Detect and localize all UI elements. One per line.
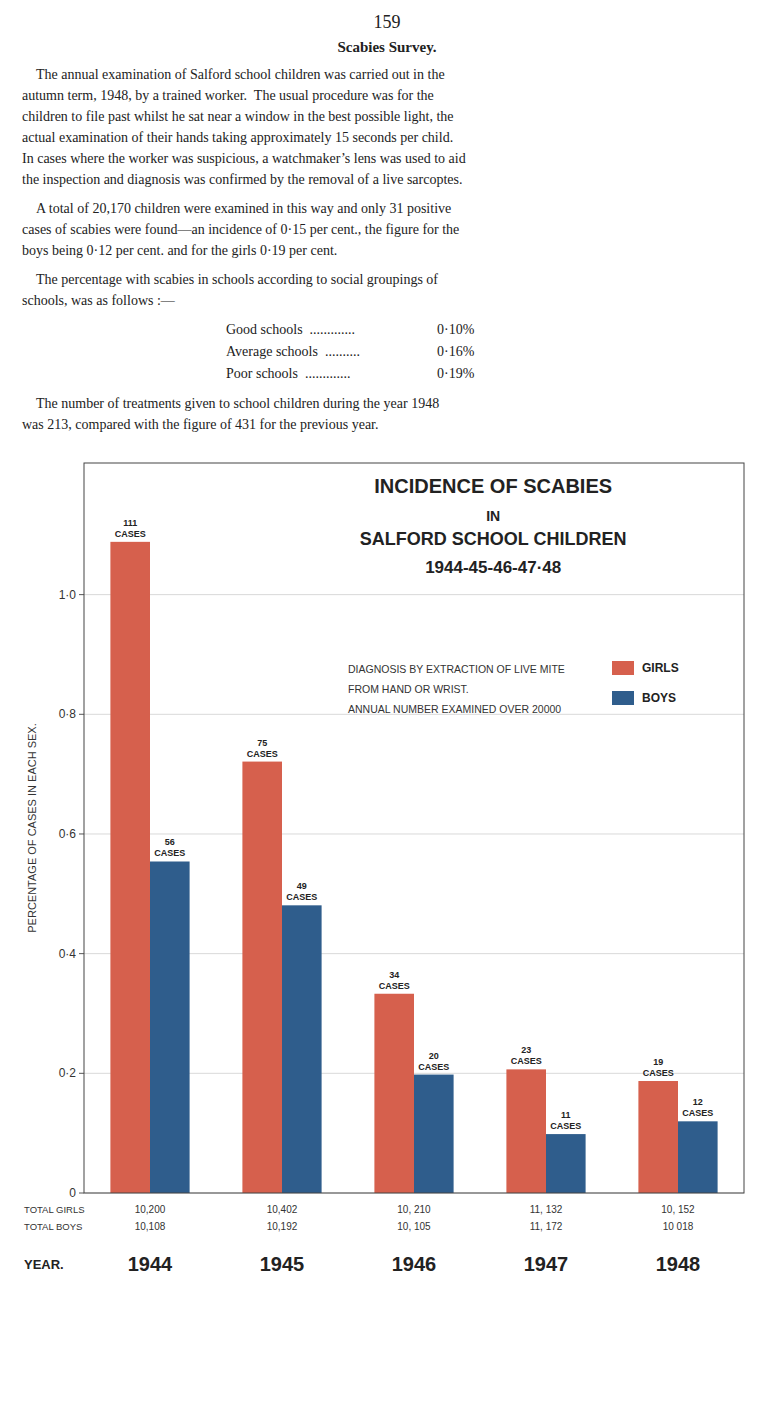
bar <box>242 762 282 1193</box>
chart-title: INCIDENCE OF SCABIESINSALFORD SCHOOL CHI… <box>360 475 627 577</box>
school-cell: 0·10% <box>437 319 474 341</box>
legend-label: GIRLS <box>642 661 679 675</box>
y-tick-label: 0 <box>69 1186 76 1200</box>
school-table: Good schools .............0·10%Average s… <box>22 319 752 385</box>
y-tick <box>79 1193 84 1194</box>
y-tick-label: 0·8 <box>59 707 77 721</box>
y-tick <box>79 953 84 954</box>
y-tick-label: 0·6 <box>59 827 77 841</box>
bar <box>414 1075 454 1193</box>
paragraph: The number of treatments given to school… <box>22 393 752 435</box>
y-tick-label: 0·2 <box>59 1066 77 1080</box>
legend-label: BOYS <box>642 691 676 705</box>
bar <box>150 861 190 1193</box>
school-cell: Average schools .......... <box>226 341 360 363</box>
x-tick-label: 1946 <box>392 1253 437 1275</box>
y-tick <box>79 833 84 834</box>
chart-subtitle: DIAGNOSIS BY EXTRACTION OF LIVE MITEFROM… <box>348 663 565 715</box>
total-row-label: TOTAL GIRLS <box>24 1204 85 1215</box>
legend-swatch <box>612 691 634 705</box>
y-tick-label: 0·4 <box>59 947 77 961</box>
case-label: 56CASES <box>154 837 185 858</box>
y-axis-label: PERCENTAGE OF CASES IN EACH SEX. <box>26 723 38 932</box>
x-tick-label: 1944 <box>128 1253 173 1275</box>
total-label: 11, 132 <box>530 1204 563 1215</box>
school-cell: Good schools ............. <box>226 319 355 341</box>
case-label: 75CASES <box>247 738 278 759</box>
school-row: Good schools ............. 0·10% <box>22 319 752 341</box>
bar <box>506 1069 546 1193</box>
total-label: 10, 152 <box>661 1204 695 1215</box>
page-number: 159 <box>22 12 752 33</box>
x-axis-label: YEAR. <box>24 1257 64 1272</box>
x-tick-label: 1945 <box>260 1253 305 1275</box>
legend-swatch <box>612 661 634 675</box>
total-label: 10, 210 <box>397 1204 431 1215</box>
bar <box>110 542 150 1193</box>
page-title: Scabies Survey. <box>22 39 752 56</box>
case-label: 19CASES <box>643 1057 674 1078</box>
paragraph: A total of 20,170 children were examined… <box>22 198 752 261</box>
school-cell: Poor schools ............. <box>226 363 350 385</box>
school-cell: 0·16% <box>437 341 474 363</box>
school-row: Average schools .......... 0·16% <box>22 341 752 363</box>
paragraph: The percentage with scabies in schools a… <box>22 269 752 311</box>
case-label: 23CASES <box>511 1045 542 1066</box>
total-label: 10,192 <box>267 1221 298 1232</box>
page: 159 Scabies Survey. The annual examinatio… <box>0 0 774 1293</box>
case-label: 111CASES <box>115 518 146 539</box>
total-label: 10,402 <box>267 1204 298 1215</box>
bar <box>546 1134 586 1193</box>
case-label: 34CASES <box>379 970 410 991</box>
x-tick-label: 1947 <box>524 1253 569 1275</box>
paragraph: The annual examination of Salford school… <box>22 64 752 190</box>
total-label: 10, 105 <box>397 1221 431 1232</box>
case-label: 11CASES <box>550 1110 581 1131</box>
total-label: 11, 172 <box>530 1221 563 1232</box>
case-label: 49CASES <box>286 881 317 902</box>
bar <box>282 905 322 1193</box>
case-labels: 111CASES 75CASES 34CASES 23CASES 19CASES 56CA… <box>115 518 714 1131</box>
case-label: 20CASES <box>418 1051 449 1072</box>
school-cell: 0·19% <box>437 363 474 385</box>
grid-line <box>84 833 744 834</box>
y-tick <box>79 594 84 595</box>
bar <box>678 1121 718 1193</box>
x-tick-label: 1948 <box>656 1253 701 1275</box>
total-row-label: TOTAL BOYS <box>24 1221 82 1232</box>
y-tick <box>79 714 84 715</box>
bar <box>374 994 414 1193</box>
legend: GIRLS BOYS <box>612 661 679 705</box>
total-label: 10,108 <box>135 1221 166 1232</box>
school-row: Poor schools ............. 0·19% <box>22 363 752 385</box>
case-label: 12CASES <box>682 1097 713 1118</box>
y-tick <box>79 1073 84 1074</box>
grid-line <box>84 594 744 595</box>
y-tick-label: 1·0 <box>59 588 77 602</box>
total-label: 10,200 <box>135 1204 166 1215</box>
bar <box>638 1081 678 1193</box>
bars <box>110 542 717 1193</box>
plot-frame <box>84 463 744 1193</box>
chart: 0 0·2 0·4 0·6 0·8 1·0 PERCENTAGE OF CASES IN E… <box>22 443 752 1293</box>
total-label: 10 018 <box>663 1221 694 1232</box>
